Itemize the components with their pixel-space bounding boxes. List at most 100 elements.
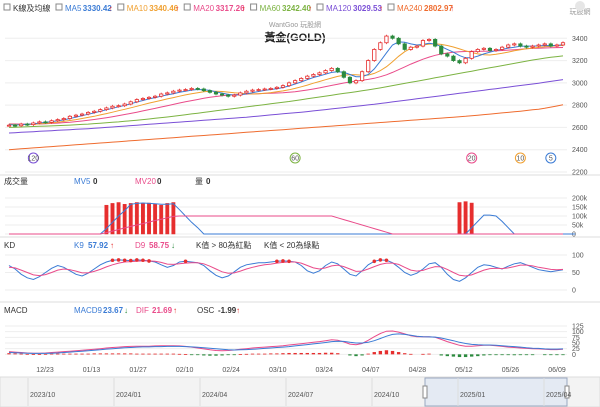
osc-bar (98, 353, 102, 355)
osc-bar (482, 354, 486, 356)
candle-body (250, 89, 255, 92)
osc-bar (372, 352, 376, 355)
candle-body (201, 88, 206, 92)
candle-body (183, 89, 188, 91)
osc-bar (457, 354, 462, 358)
candle-body (469, 51, 474, 59)
volume-tick-label: 50k (572, 223, 584, 230)
osc-bar (360, 354, 364, 356)
candle-body (493, 49, 499, 51)
osc-bar (68, 353, 72, 355)
d9-value: 58.75 (149, 241, 170, 250)
volume-bar (147, 202, 151, 235)
candle-body (396, 37, 401, 45)
candle-body (384, 35, 389, 44)
candle-body (195, 88, 200, 90)
ma-marker-label: 120 (28, 156, 40, 163)
macd-tick-label: 100 (572, 329, 584, 336)
ma-marker-circle[interactable] (514, 152, 526, 164)
osc-bar (390, 350, 395, 355)
kd-overbought-dot (116, 258, 121, 262)
volume-tick-label: 200k (572, 196, 588, 203)
x-tick-label: 03/24 (316, 367, 334, 374)
osc-bar (476, 354, 480, 357)
ma-legend-value: 3029.53 (353, 4, 382, 13)
osc-bar (7, 353, 11, 355)
ma-marker-circle[interactable] (466, 152, 478, 164)
osc-bar (122, 353, 127, 355)
candle-body (274, 86, 279, 89)
kd-panel: KD K9 57.92 ↑ D9 58.75 ↓ K值 > 80為紅點 K值 < 20為綠點 0 5… (0, 236, 600, 295)
ma-legend-value: 3330.42 (83, 4, 112, 13)
ma-marker-circle[interactable] (289, 152, 301, 164)
osc-bar (366, 353, 370, 355)
volume-bar (128, 203, 133, 235)
volume-label: 成交量 (4, 176, 28, 186)
osc-bar (238, 354, 243, 355)
ma-marker-label: 60 (291, 156, 299, 163)
ma-marker-circle[interactable] (27, 152, 39, 164)
osc-bar (275, 353, 279, 355)
ma-line-ma240 (8, 104, 564, 151)
volume-bar (165, 203, 170, 235)
ma-checkbox[interactable] (183, 3, 191, 11)
candle-body (232, 94, 237, 97)
ma-legend-value: 3242.40 (282, 4, 311, 13)
osc-bar (329, 352, 334, 355)
ma-checkbox[interactable] (387, 3, 395, 11)
osc-bar (518, 354, 523, 356)
kd-line-k9 (8, 259, 564, 282)
x-tick-label: 03/10 (269, 367, 287, 374)
ma-checkbox[interactable] (117, 3, 125, 11)
x-tick-label: 02/10 (176, 367, 194, 374)
kline-checkbox[interactable] (3, 3, 11, 11)
wantgoo-logo[interactable] (575, 1, 585, 11)
candle-body (548, 43, 553, 47)
osc-bar (13, 353, 17, 355)
candle-body (226, 94, 231, 97)
candle-body (335, 67, 340, 73)
osc-bar (336, 353, 340, 355)
navigator-left-handle[interactable] (422, 385, 428, 399)
candle-body (262, 88, 267, 91)
osc-bar (384, 350, 389, 355)
ma-checkbox[interactable] (316, 3, 324, 11)
logo-text: 玩股網 (570, 7, 591, 16)
kd-note-red: K值 > 80為紅點 (196, 240, 251, 250)
candle-body (92, 110, 97, 113)
kd-overbought-dot (110, 258, 115, 263)
candle-body (189, 88, 194, 90)
osc-bar (256, 353, 261, 355)
navigator-label: 2025/01 (460, 392, 485, 399)
volume-label-short: 量 (195, 177, 203, 186)
kd-overbought-dot (372, 259, 377, 264)
ma-marker-circle[interactable] (545, 152, 557, 164)
osc-bar (524, 354, 529, 356)
kd-overbought-dot (135, 258, 139, 262)
candle-body (238, 92, 243, 96)
osc-bar (427, 353, 431, 355)
osc-bar (317, 352, 322, 355)
ma-legend-arrow: ↑ (308, 4, 312, 13)
navigator-right-handle[interactable] (564, 385, 570, 399)
volume-tick-label: 150k (572, 205, 588, 212)
osc-bar (451, 354, 456, 357)
range-navigator[interactable]: 2023/10 2024/01 2024/04 2024/07 2024/10 2025/… (0, 376, 600, 407)
osc-bar (250, 353, 255, 355)
candle-body (61, 118, 66, 121)
osc-bar (555, 354, 559, 356)
ma-checkbox[interactable] (55, 3, 63, 11)
ma-legend-value: 3317.26 (216, 4, 245, 13)
ma-legend-label: MA5 (65, 4, 82, 13)
macd-tick-label: 50 (572, 341, 580, 348)
osc-bar (202, 354, 206, 356)
ma-checkbox[interactable] (250, 3, 258, 11)
navigator-label: 2024/10 (374, 392, 399, 399)
candle-body (481, 47, 486, 50)
candle-body (31, 122, 36, 126)
kd-tick-label: 0 (572, 288, 576, 295)
x-axis-labels: 12/23 01/13 01/27 02/10 02/24 03/10 03/24 04/07… (36, 367, 566, 374)
osc-bar (153, 353, 157, 355)
ma-day-markers: 120 60 20 10 5 (27, 152, 557, 164)
